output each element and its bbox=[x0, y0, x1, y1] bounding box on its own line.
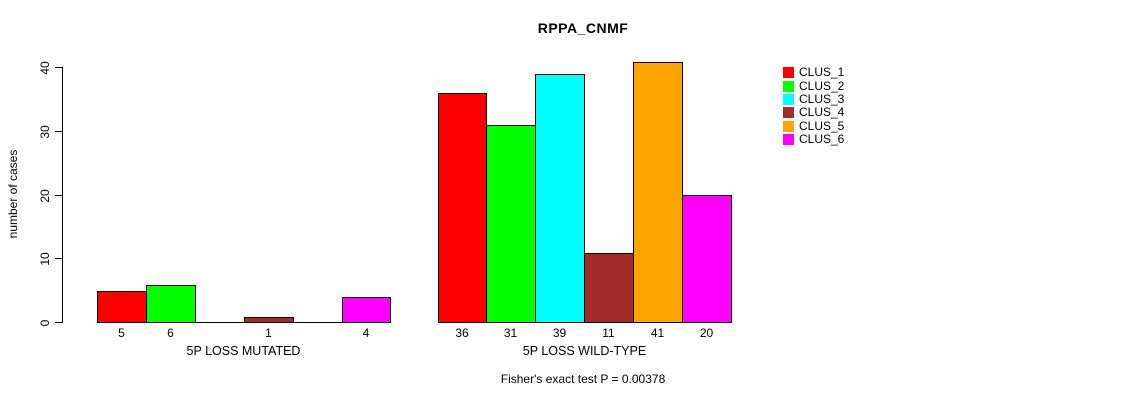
bar-clus_4 bbox=[584, 253, 634, 323]
legend-swatch-clus_4 bbox=[783, 107, 794, 119]
bar-value-label: 11 bbox=[602, 326, 615, 340]
legend-label: CLUS_5 bbox=[799, 118, 845, 133]
y-tick-mark bbox=[55, 67, 63, 68]
bar-clus_4 bbox=[244, 317, 294, 323]
bar-clus_1 bbox=[97, 291, 147, 323]
bar-value-label: 6 bbox=[167, 326, 174, 340]
bar-clus_5 bbox=[633, 62, 683, 323]
y-tick-label: 30 bbox=[38, 124, 52, 139]
legend-item-clus_4: CLUS_4 bbox=[783, 106, 844, 119]
legend-item-clus_1: CLUS_1 bbox=[783, 66, 844, 79]
legend-label: CLUS_2 bbox=[799, 78, 845, 93]
legend-swatch-clus_6 bbox=[783, 134, 794, 146]
bar-clus_2 bbox=[486, 125, 536, 323]
y-tick-mark bbox=[55, 258, 63, 259]
legend-item-clus_3: CLUS_3 bbox=[783, 93, 844, 106]
bar-value-label: 36 bbox=[455, 326, 469, 340]
legend-item-clus_5: CLUS_5 bbox=[783, 120, 844, 133]
y-tick-mark bbox=[55, 131, 63, 132]
bar-clus_6 bbox=[682, 195, 732, 323]
bar-value-label: 1 bbox=[265, 326, 272, 340]
legend-swatch-clus_3 bbox=[783, 93, 794, 105]
y-tick-label: 40 bbox=[38, 60, 52, 75]
legend-label: CLUS_4 bbox=[799, 105, 845, 120]
legend-label: CLUS_6 bbox=[799, 132, 845, 147]
bar-value-label: 20 bbox=[699, 326, 714, 340]
legend-swatch-clus_1 bbox=[783, 67, 794, 79]
y-tick-label: 20 bbox=[38, 188, 52, 203]
bar-clus_1 bbox=[438, 93, 487, 323]
y-tick-label: 0 bbox=[38, 319, 52, 326]
group-label: 5P LOSS MUTATED bbox=[186, 344, 301, 358]
bar-value-label: 31 bbox=[503, 326, 518, 340]
group-label: 5P LOSS WILD-TYPE bbox=[522, 344, 647, 358]
y-tick-mark bbox=[55, 322, 63, 323]
chart-title: RPPA_CNMF bbox=[537, 20, 629, 36]
y-tick-mark bbox=[55, 195, 63, 196]
legend: CLUS_1 CLUS_2 CLUS_3 CLUS_4 CLUS_5 CLUS_6 bbox=[783, 66, 844, 146]
y-axis-label: number of cases bbox=[6, 149, 20, 239]
legend-item-clus_2: CLUS_2 bbox=[783, 79, 844, 92]
bar-clus_3 bbox=[535, 74, 585, 323]
legend-item-clus_6: CLUS_6 bbox=[783, 133, 844, 146]
bar-clus_6 bbox=[342, 297, 391, 323]
legend-swatch-clus_2 bbox=[783, 80, 794, 92]
legend-label: CLUS_1 bbox=[799, 65, 845, 80]
bar-clus_2 bbox=[146, 285, 196, 323]
legend-label: CLUS_3 bbox=[799, 91, 845, 106]
y-tick-label: 10 bbox=[38, 251, 52, 266]
bar-value-label: 39 bbox=[552, 326, 567, 340]
bar-value-label: 5 bbox=[118, 326, 125, 340]
footnote: Fisher's exact test P = 0.00378 bbox=[500, 372, 666, 386]
bar-value-label: 41 bbox=[650, 326, 665, 340]
legend-swatch-clus_5 bbox=[783, 120, 794, 132]
bar-value-label: 4 bbox=[362, 326, 370, 340]
